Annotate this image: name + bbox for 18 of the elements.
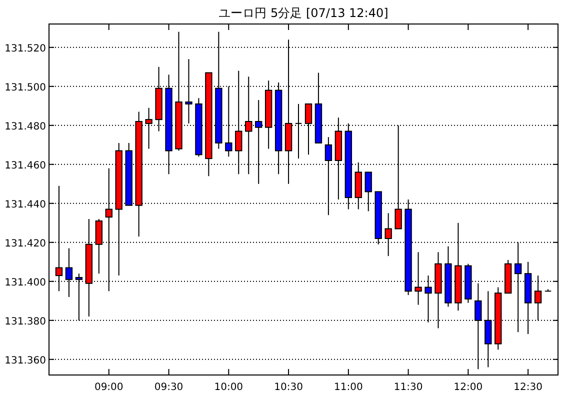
y-tick-label: 131.420: [4, 238, 46, 250]
x-tick-label: 11:00: [334, 382, 363, 393]
y-tick-label: 131.460: [4, 160, 46, 172]
x-tick-label: 12:00: [454, 382, 483, 393]
x-tick-label: 12:30: [514, 382, 542, 393]
y-tick-label: 131.400: [4, 277, 46, 288]
y-tick-label: 131.380: [4, 316, 46, 328]
y-tick-label: 131.500: [4, 82, 46, 94]
x-tick-label: 10:30: [274, 382, 303, 393]
x-tick-label: 10:00: [214, 382, 244, 393]
x-tick-label: 09:30: [154, 382, 184, 393]
y-tick-label: 131.440: [4, 199, 46, 210]
x-tick-label: 09:00: [94, 382, 124, 393]
y-tick-label: 131.480: [4, 121, 46, 132]
y-tick-label: 131.360: [4, 355, 46, 366]
y-tick-label: 131.520: [4, 43, 46, 54]
chart-title: ユーロ円 5分足 [07/13 12:40]: [218, 6, 388, 20]
x-tick-label: 11:30: [394, 382, 423, 393]
